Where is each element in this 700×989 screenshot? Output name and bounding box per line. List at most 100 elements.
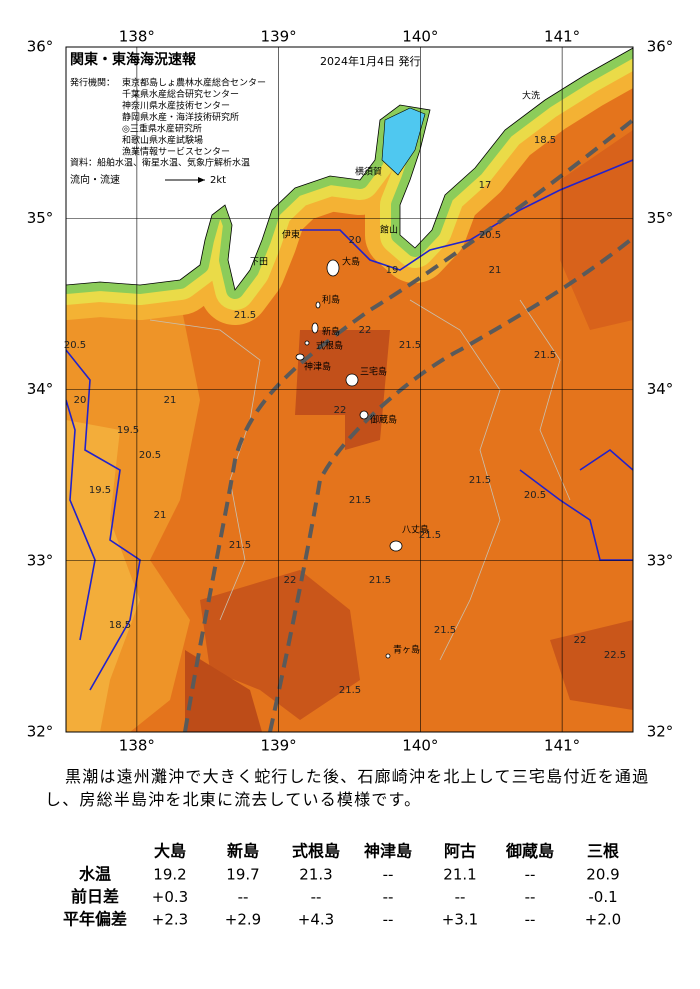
kuroshio-path (268, 236, 633, 732)
place-name: 横須賀 (355, 166, 382, 178)
issuer: 千葉県水産総合研究センター (122, 88, 239, 100)
lon-label: 139° (261, 737, 297, 755)
cell: -0.1 (588, 888, 617, 906)
lat-label: 35° (647, 209, 674, 227)
islands (295, 259, 403, 659)
issuer: 神奈川県水産技術センター (122, 100, 230, 112)
lat-label: 33° (647, 551, 674, 569)
row-label: 水温 (79, 865, 111, 884)
isotherm-label: 22 (334, 405, 347, 416)
cell: +2.0 (585, 911, 621, 929)
cool-water (66, 420, 140, 732)
isotherm-line (300, 159, 633, 271)
row-label: 平年偏差 (63, 910, 127, 929)
current-label: 流向・流速 (70, 173, 120, 186)
cell: -- (383, 888, 394, 906)
lat-label: 34° (27, 380, 54, 398)
isotherms (66, 159, 633, 691)
cell: 20.9 (586, 866, 619, 884)
lat-label: 35° (27, 209, 54, 227)
isotherm-line (66, 349, 141, 691)
lat-label: 32° (27, 723, 54, 741)
isotherm-line (579, 448, 633, 471)
isotherm-label: 21 (154, 510, 167, 521)
island-name: 利島 (322, 294, 340, 306)
lat-label: 36° (27, 38, 54, 56)
isotherm-label: 21.5 (234, 310, 256, 321)
isotherm-label: 20.5 (64, 340, 86, 351)
isotherm-label: 20 (74, 395, 87, 406)
island-name: 式根島 (316, 340, 343, 352)
isotherm-label: 21.5 (229, 540, 251, 551)
warm-water (560, 130, 633, 330)
cell: -- (311, 888, 322, 906)
cell: +4.3 (298, 911, 334, 929)
place-name: 館山 (380, 224, 398, 236)
row-label: 前日差 (71, 887, 119, 906)
cell: -- (455, 888, 466, 906)
isotherm-label: 20.5 (139, 450, 161, 461)
warm-core (550, 620, 633, 710)
isotherm-label: 20.5 (524, 490, 546, 501)
cell: +3.1 (442, 911, 478, 929)
cell: -- (238, 888, 249, 906)
issuer: 和歌山県水産試験場 (122, 134, 203, 146)
warm-core (200, 570, 360, 720)
column-header: 阿古 (444, 842, 476, 861)
isotherm-label: 19.5 (117, 425, 139, 436)
isotherm-label: 21.5 (534, 350, 556, 361)
isotherm-label: 22 (359, 325, 372, 336)
place-name: 下田 (250, 257, 268, 268)
issuer: 東京都島しょ農林水産総合センター (122, 77, 266, 89)
isotherm-line (66, 399, 96, 641)
summary: 黒潮は遠州灘沖で大きく蛇行した後、石廊崎沖を北上して三宅島付近を通過し、房総半島… (45, 767, 650, 809)
isotherm-label: 21 (489, 265, 502, 276)
isotherm-label: 17 (479, 180, 492, 191)
isotherm-label: 21.5 (419, 530, 441, 541)
cell: -- (525, 911, 536, 929)
warm-core (185, 650, 262, 732)
kuroshio (183, 118, 633, 732)
column-header: 神津島 (364, 842, 412, 861)
isotherm-label: 21.5 (349, 495, 371, 506)
column-header: 式根島 (292, 842, 340, 861)
island-name: 新島 (322, 326, 340, 338)
cell: -- (383, 866, 394, 884)
island-name: 青ヶ島 (393, 644, 420, 656)
column-header: 三根 (587, 842, 619, 861)
isotherm-label: 21.5 (399, 340, 421, 351)
island-name: 神津島 (304, 361, 331, 373)
issuer: 静岡県水産・海洋技術研究所 (122, 111, 239, 123)
island-name: 御蔵島 (370, 414, 397, 426)
cell: 21.1 (443, 866, 476, 884)
isotherm-label: 22.5 (604, 650, 626, 661)
current-scale: 2kt (210, 175, 226, 186)
column-header: 大島 (154, 842, 186, 861)
cell: +2.9 (225, 911, 261, 929)
island-name: 大島 (342, 256, 360, 268)
land (66, 47, 633, 291)
map-area (66, 47, 633, 732)
lat-label: 33° (27, 551, 54, 569)
cell: 21.3 (299, 866, 332, 884)
source: 資料：船舶水温、衛星水温、気象庁解析水温 (70, 157, 250, 169)
isotherm-line (519, 469, 633, 561)
cell: 19.2 (153, 866, 186, 884)
tokyo-bay (381, 107, 426, 176)
island-name: 八丈島 (402, 524, 429, 536)
cell: +2.3 (152, 911, 188, 929)
arrow-head (198, 177, 205, 183)
cell: -- (383, 911, 394, 929)
lat-label: 34° (647, 380, 674, 398)
isotherm-label: 18.5 (534, 135, 556, 146)
lon-label: 138° (119, 737, 155, 755)
isotherm-label: 21.5 (339, 685, 361, 696)
lon-label: 140° (402, 28, 438, 46)
isotherm-label: 20.5 (479, 230, 501, 241)
issue-date: 2024年1月4日 発行 (320, 54, 421, 68)
issuer: ◎三重県水産研究所 (122, 123, 202, 135)
column-header: 御蔵島 (505, 842, 554, 861)
isotherm-label: 21.5 (369, 575, 391, 586)
lat-label: 32° (647, 723, 674, 741)
place-name: 伊東 (282, 229, 300, 241)
